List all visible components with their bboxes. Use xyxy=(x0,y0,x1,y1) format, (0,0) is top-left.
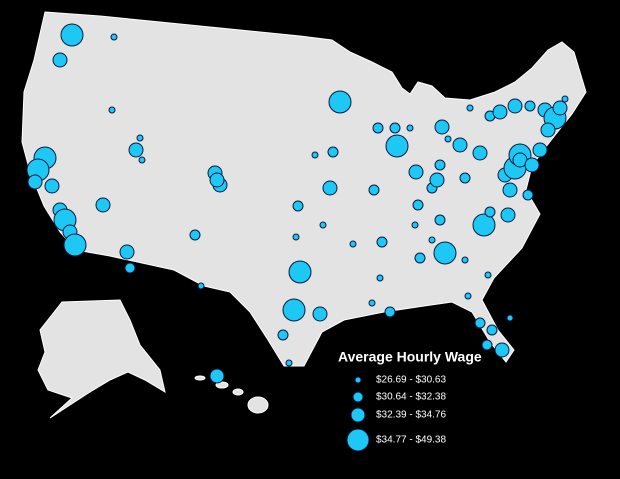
city-bubble xyxy=(128,142,144,158)
city-bubble xyxy=(474,317,486,329)
city-bubble xyxy=(376,274,384,282)
city-bubble xyxy=(444,135,452,143)
legend-swatch xyxy=(346,428,370,452)
city-bubble xyxy=(561,95,569,103)
contiguous-us xyxy=(21,11,587,367)
hawaii-island xyxy=(194,375,206,381)
city-bubble xyxy=(209,368,225,384)
city-bubble xyxy=(472,213,496,237)
hawaii-island xyxy=(215,381,229,389)
city-bubble xyxy=(368,184,380,196)
city-bubble xyxy=(52,52,68,68)
city-bubble xyxy=(44,178,60,194)
city-bubble xyxy=(452,137,468,153)
city-bubble xyxy=(119,244,135,260)
city-bubble xyxy=(552,100,568,116)
city-bubble xyxy=(524,157,540,173)
city-bubble xyxy=(486,324,498,336)
city-bubble xyxy=(312,306,328,322)
city-bubble xyxy=(484,206,496,218)
city-bubble xyxy=(461,256,469,264)
legend-title: Average Hourly Wage xyxy=(338,349,482,365)
city-bubble xyxy=(110,33,118,41)
legend-swatch xyxy=(354,376,362,384)
city-bubble xyxy=(136,134,144,142)
legend-label: $34.77 - $49.38 xyxy=(376,435,446,446)
city-bubble xyxy=(372,122,384,134)
city-bubble xyxy=(484,271,492,279)
city-bubble xyxy=(108,106,116,114)
hawaii-island xyxy=(232,388,244,396)
city-bubble xyxy=(464,292,472,300)
city-bubble xyxy=(492,104,508,120)
alaska xyxy=(37,299,166,419)
city-bubble xyxy=(138,156,146,164)
city-bubble xyxy=(124,262,136,274)
city-bubble xyxy=(494,342,510,358)
city-bubble xyxy=(385,134,409,158)
city-bubble xyxy=(434,119,450,135)
city-bubble xyxy=(209,172,225,188)
hawaii-island xyxy=(247,396,269,414)
city-bubble xyxy=(434,214,446,226)
city-bubble xyxy=(434,159,446,171)
city-bubble xyxy=(376,236,388,248)
city-bubble xyxy=(428,236,436,244)
city-bubble xyxy=(414,252,426,264)
city-bubble xyxy=(500,207,516,223)
city-bubble xyxy=(506,314,514,322)
city-bubble xyxy=(282,298,306,322)
city-bubble xyxy=(384,306,396,318)
city-bubble xyxy=(412,199,424,211)
legend-label: $26.69 - $30.63 xyxy=(376,375,446,386)
city-bubble xyxy=(60,23,84,47)
city-bubble xyxy=(532,142,548,158)
city-bubble xyxy=(27,174,43,190)
legend-swatch xyxy=(350,407,366,423)
city-bubble xyxy=(319,221,327,229)
legend-label: $30.64 - $32.38 xyxy=(376,392,446,403)
city-bubble xyxy=(277,329,289,341)
city-bubble xyxy=(502,182,518,198)
city-bubble xyxy=(197,282,205,290)
legend-swatch xyxy=(352,391,364,403)
city-bubble xyxy=(411,221,419,229)
city-bubble xyxy=(328,90,352,114)
city-bubble xyxy=(389,122,401,134)
city-bubble xyxy=(311,151,319,159)
city-bubble xyxy=(95,197,111,213)
city-bubble xyxy=(472,145,488,161)
city-bubble xyxy=(322,180,338,196)
city-bubble xyxy=(292,233,300,241)
legend-label: $32.39 - $34.76 xyxy=(376,410,446,421)
city-bubble xyxy=(466,104,474,112)
legend: Average Hourly Wage $26.69 - $30.63 $30.6… xyxy=(338,349,482,452)
city-bubble xyxy=(288,260,312,284)
city-bubble xyxy=(524,100,536,112)
city-bubble xyxy=(481,339,493,351)
city-bubble xyxy=(368,299,376,307)
city-bubble xyxy=(507,98,523,114)
city-bubble xyxy=(292,200,304,212)
city-bubble xyxy=(349,240,357,248)
city-bubble xyxy=(406,124,414,132)
city-bubble xyxy=(540,122,556,138)
city-bubble xyxy=(189,229,201,241)
city-bubble xyxy=(459,172,471,184)
city-bubble xyxy=(285,359,293,367)
bubbles xyxy=(26,23,569,384)
city-bubble xyxy=(63,233,87,257)
city-bubble xyxy=(327,146,339,158)
city-bubble xyxy=(522,189,534,201)
city-bubble xyxy=(408,164,424,180)
city-bubble xyxy=(433,241,457,265)
city-bubble xyxy=(429,172,445,188)
